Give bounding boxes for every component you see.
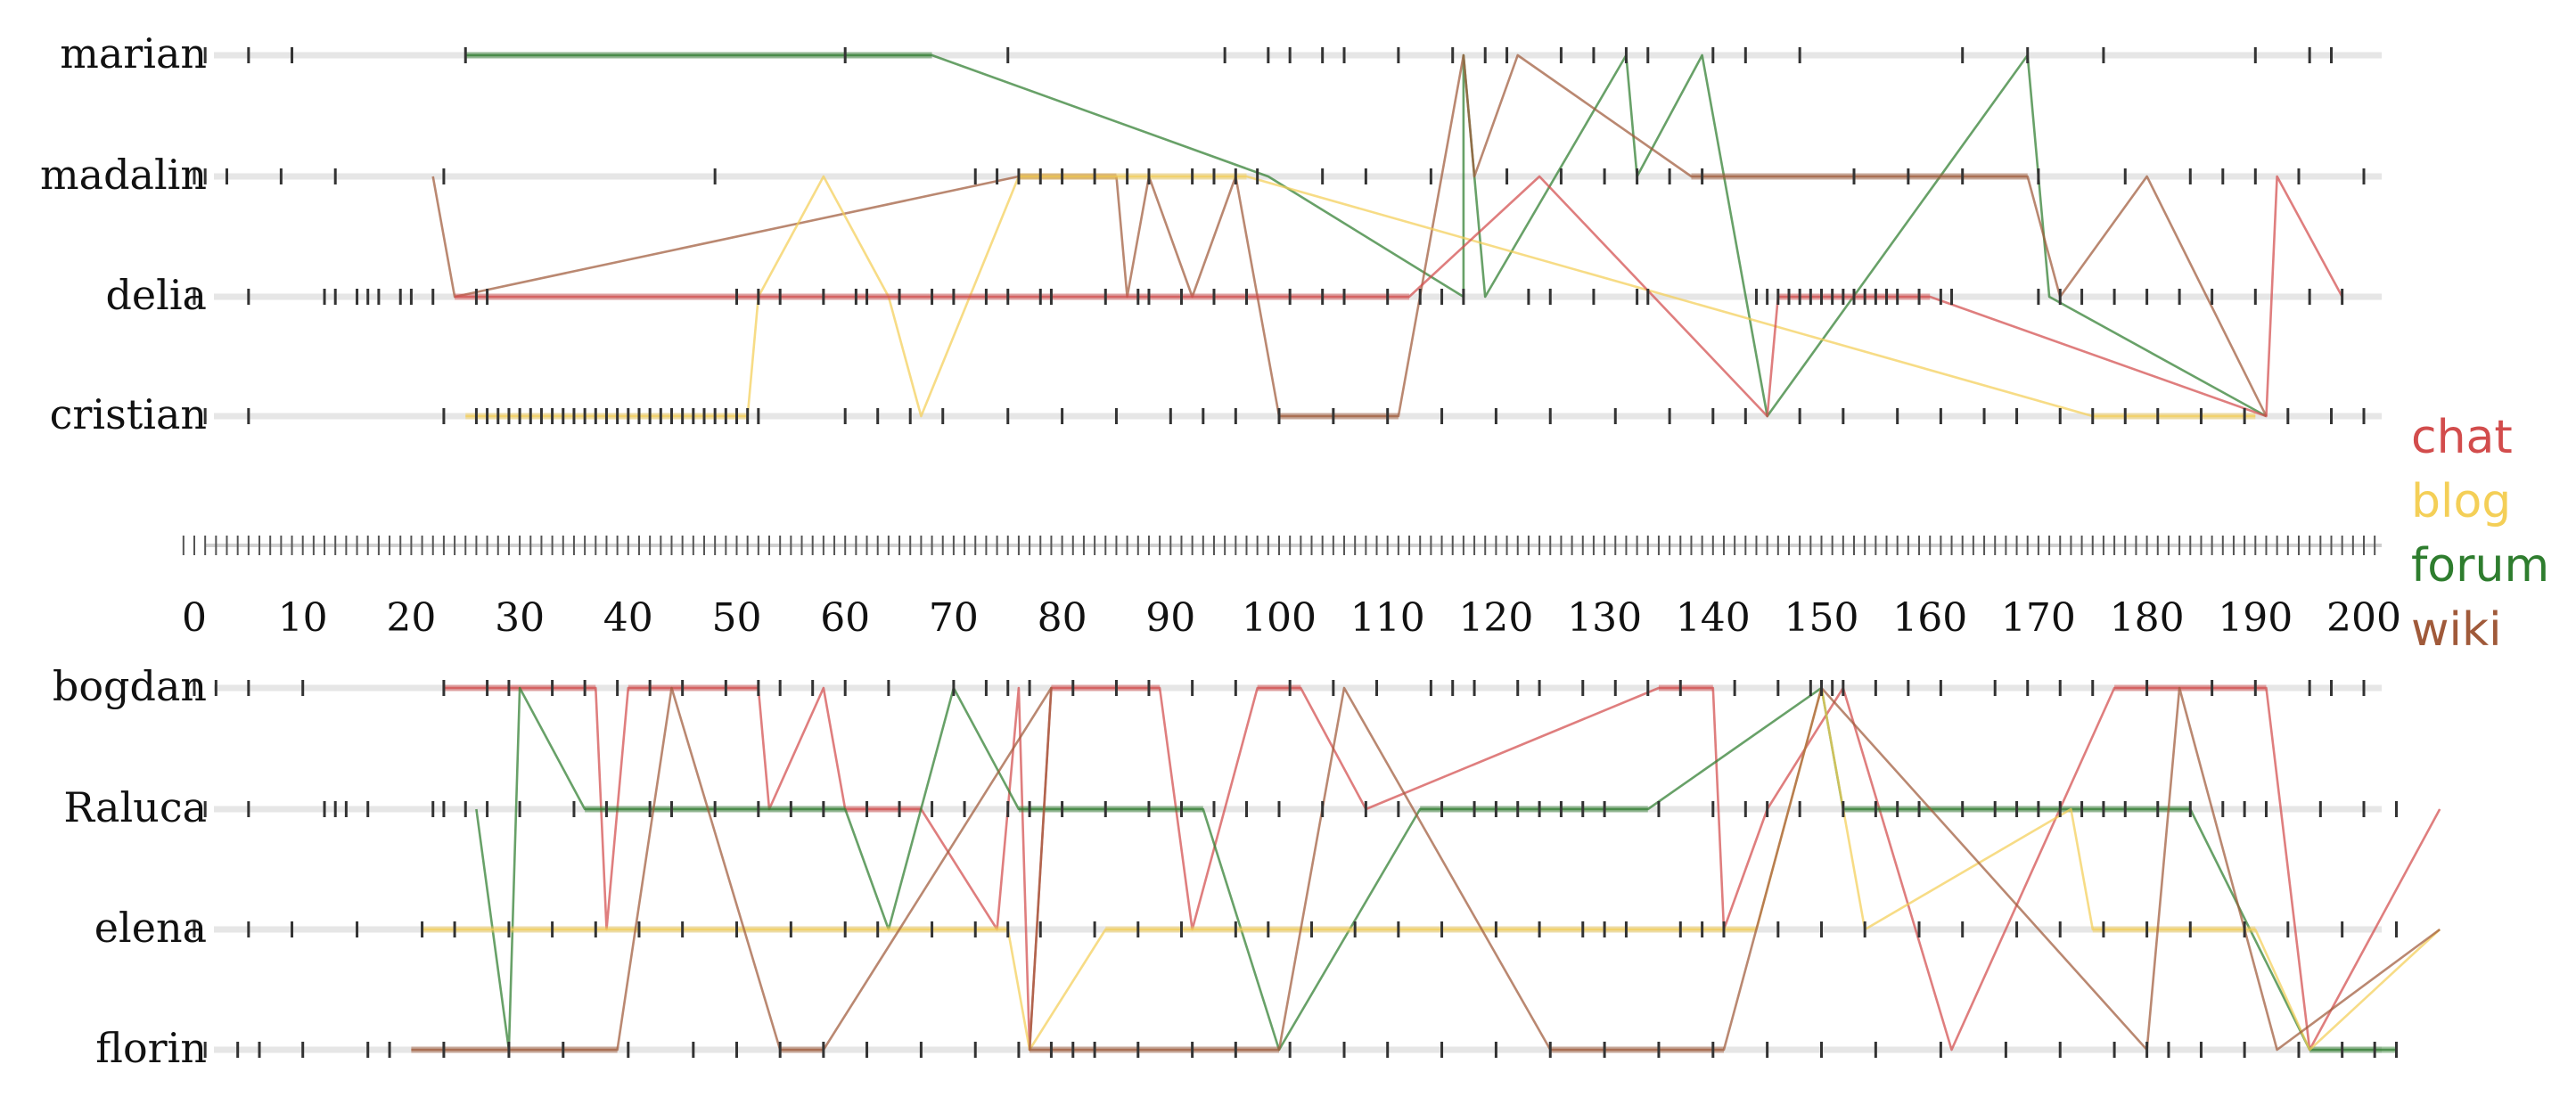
x-tick-label: 20 (386, 595, 436, 641)
lane-label-delia: delia (105, 271, 207, 319)
x-tick-label: 60 (820, 595, 870, 641)
link-wiki-4 (411, 686, 2441, 1052)
x-tick-label: 180 (2110, 595, 2185, 641)
x-tick-label: 100 (1242, 595, 1317, 641)
legend-entry-blog: blog (2411, 475, 2512, 528)
lane-label-cristian: cristian (50, 390, 207, 438)
x-tick-label: 120 (1458, 595, 1533, 641)
legend: chat blog forum wiki (2411, 405, 2572, 662)
link-blog-3 (465, 175, 2256, 418)
lane-label-elena: elena (94, 904, 207, 952)
lane-label-bogdan: bogdan (53, 662, 207, 710)
legend-entry-wiki: wiki (2411, 603, 2502, 657)
x-tick-label: 190 (2218, 595, 2293, 641)
x-tick-label: 30 (495, 595, 545, 641)
x-tick-label: 90 (1145, 595, 1195, 641)
x-tick-label: 150 (1784, 595, 1859, 641)
legend-entry-forum: forum (2411, 539, 2550, 593)
link-forum-1 (465, 53, 2268, 418)
x-tick-label: 110 (1350, 595, 1425, 641)
x-tick-label: 170 (2001, 595, 2076, 641)
x-tick-label: 130 (1567, 595, 1642, 641)
legend-entry-chat: chat (2411, 411, 2513, 464)
panel-1: marian madalin delia cristian (40, 29, 2382, 438)
lane-label-madalin: madalin (40, 151, 207, 199)
x-tick-label: 40 (603, 595, 653, 641)
x-tick-label: 70 (929, 595, 979, 641)
panel-2: bogdan Raluca elena florin (53, 662, 2441, 1072)
x-tick-label: 200 (2326, 595, 2401, 641)
link-wiki-2 (431, 53, 2268, 418)
x-tick-label: 0 (182, 595, 207, 641)
x-axis: 0 10 20 30 40 50 60 70 80 90 100 110 120 130 140 150 160… (182, 536, 2401, 641)
x-tick-label: 140 (1676, 595, 1751, 641)
x-tick-label: 80 (1038, 595, 1087, 641)
link-chat-1 (443, 686, 2441, 1052)
x-tick-label: 50 (712, 595, 762, 641)
lane-label-raluca: Raluca (63, 783, 207, 831)
x-tick-label: 10 (278, 595, 328, 641)
x-tick-label: 160 (1892, 595, 1967, 641)
lane-label-marian: marian (60, 29, 207, 78)
lane-label-florin: florin (95, 1024, 207, 1072)
